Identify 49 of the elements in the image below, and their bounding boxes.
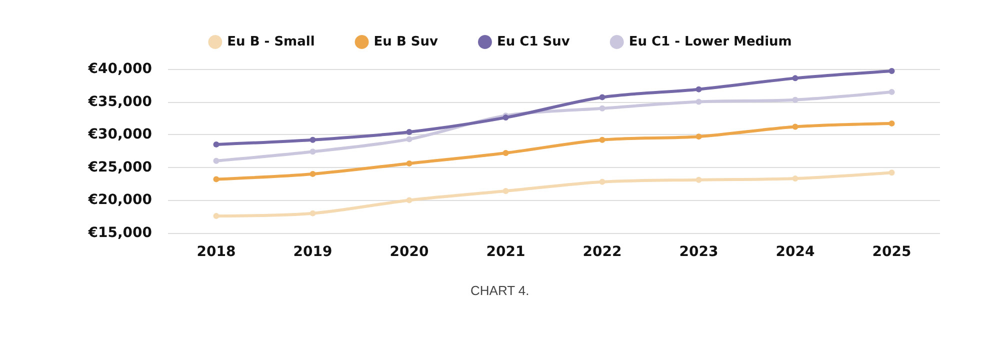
y-tick-label: €15,000	[87, 225, 152, 241]
point	[792, 96, 798, 103]
legend-label: Eu C1 - Lower Medium	[628, 34, 792, 50]
y-tick-label: €40,000	[87, 61, 152, 77]
point	[310, 210, 316, 216]
x-tick-label: 2023	[679, 244, 718, 260]
point	[213, 141, 220, 148]
point	[792, 75, 798, 82]
point	[406, 160, 412, 166]
x-tick-label: 2018	[196, 244, 236, 260]
point	[406, 128, 412, 135]
point	[406, 197, 412, 204]
point	[406, 136, 412, 142]
point	[599, 178, 606, 185]
point	[310, 136, 316, 143]
point	[502, 188, 509, 194]
y-tick-label: €25,000	[87, 159, 152, 176]
point	[213, 212, 220, 219]
point	[696, 176, 702, 183]
x-tick-label: 2024	[776, 244, 815, 260]
x-tick-label: 2019	[293, 244, 332, 260]
x-tick-label: 2020	[390, 244, 429, 260]
point	[888, 88, 895, 95]
legend-label: Eu C1 Suv	[496, 34, 570, 50]
point	[599, 94, 606, 100]
point	[888, 120, 895, 126]
x-tick-label: 2022	[582, 244, 622, 260]
legend-label: Eu B Suv	[374, 34, 438, 50]
point	[888, 170, 895, 176]
y-tick-label: €20,000	[87, 192, 152, 208]
y-tick-label: €30,000	[87, 126, 152, 143]
point	[696, 98, 702, 105]
point	[696, 86, 702, 92]
y-tick-label: €35,000	[87, 94, 152, 110]
point	[213, 176, 220, 182]
point	[310, 148, 316, 155]
point	[599, 136, 606, 143]
x-tick-label: 2025	[872, 244, 912, 260]
x-tick-label: 2021	[486, 244, 526, 260]
point	[310, 170, 316, 177]
caption: CHART 4.	[470, 283, 530, 298]
point	[502, 150, 509, 156]
point	[888, 68, 895, 74]
point	[599, 105, 606, 112]
point	[213, 158, 220, 164]
point	[696, 134, 702, 140]
point	[792, 124, 798, 130]
legend-label: Eu B - Small	[227, 34, 315, 50]
point	[792, 176, 798, 182]
